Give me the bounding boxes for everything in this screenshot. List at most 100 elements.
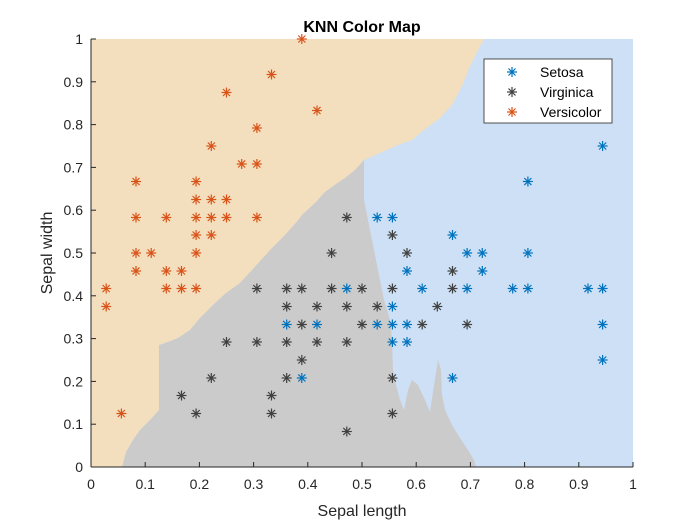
legend-label: Versicolor [540, 104, 602, 120]
point-setosa [462, 283, 473, 294]
legend-marker [507, 87, 517, 97]
point-setosa [387, 337, 398, 347]
point-setosa [372, 212, 383, 223]
point-virginica [326, 283, 337, 294]
point-versicolor [206, 230, 217, 240]
point-setosa [507, 283, 518, 294]
legend-entries: Setosa Virginica Versicolor [507, 64, 602, 120]
legend-entry-virginica: Virginica [507, 84, 594, 100]
point-virginica [387, 283, 398, 294]
point-virginica [447, 266, 458, 276]
point-virginica [281, 301, 292, 312]
point-setosa [387, 301, 398, 312]
point-virginica [191, 408, 202, 419]
point-versicolor [206, 212, 217, 223]
point-virginica [387, 408, 398, 419]
y-tick-label: 0.8 [64, 117, 84, 133]
point-virginica [266, 390, 277, 401]
point-setosa [522, 176, 533, 187]
point-versicolor [116, 408, 127, 419]
point-versicolor [191, 230, 202, 240]
point-virginica [296, 319, 307, 330]
point-virginica [296, 355, 307, 365]
point-virginica [417, 319, 428, 330]
point-virginica [387, 373, 398, 383]
point-setosa [597, 319, 608, 330]
point-versicolor [131, 248, 141, 258]
point-virginica [341, 212, 352, 223]
x-tick-label: 0.3 [244, 476, 264, 492]
x-tick-label: 0.8 [515, 476, 535, 492]
point-virginica [281, 337, 292, 347]
point-virginica [281, 283, 292, 294]
point-versicolor [146, 248, 157, 258]
point-versicolor [221, 194, 232, 205]
y-tick-label: 0.5 [64, 245, 84, 261]
y-tick-label: 0.4 [64, 288, 84, 304]
legend-entry-setosa: Setosa [507, 64, 584, 80]
point-virginica [326, 248, 337, 258]
point-versicolor [131, 176, 141, 187]
point-versicolor [191, 212, 202, 223]
point-versicolor [206, 194, 217, 205]
axes: 0 0.1 0.2 0.3 0.4 0.5 0.6 0.7 0.8 0.9 1 0 0.1 0.2 0.3… [64, 31, 638, 492]
point-virginica [281, 373, 292, 383]
point-versicolor [131, 266, 141, 276]
point-virginica [251, 283, 262, 294]
legend-label: Virginica [540, 84, 594, 100]
point-setosa [597, 355, 608, 365]
x-tick-label: 0.5 [352, 476, 372, 492]
x-tick-label: 0.7 [461, 476, 481, 492]
legend-entry-versicolor: Versicolor [507, 104, 602, 120]
point-versicolor [176, 266, 187, 276]
point-virginica [432, 301, 443, 312]
point-versicolor [221, 212, 232, 223]
point-virginica [462, 319, 473, 330]
point-virginica [251, 337, 262, 347]
point-setosa [402, 266, 412, 276]
point-setosa [597, 283, 608, 294]
point-virginica [357, 283, 367, 294]
legend-label: Setosa [540, 64, 584, 80]
point-setosa [402, 319, 412, 330]
point-setosa [312, 319, 322, 330]
x-tick-label: 0.1 [135, 476, 155, 492]
region-virginica [122, 160, 476, 467]
point-versicolor [296, 34, 307, 44]
y-tick-label: 0.3 [64, 331, 84, 347]
point-setosa [447, 230, 458, 240]
point-setosa [477, 248, 488, 258]
x-tick-label: 0.6 [406, 476, 426, 492]
point-setosa [281, 319, 292, 330]
point-versicolor [161, 212, 172, 223]
point-versicolor [251, 123, 262, 133]
point-setosa [522, 283, 533, 294]
scatter-points [101, 34, 608, 437]
x-axis-title: Sepal length [318, 503, 407, 520]
point-setosa [387, 212, 398, 223]
point-setosa [387, 319, 398, 330]
x-ticks: 0 0.1 0.2 0.3 0.4 0.5 0.6 0.7 0.8 0.9 1 [87, 462, 637, 492]
chart-title: KNN Color Map [303, 19, 421, 36]
point-virginica [312, 337, 322, 347]
point-setosa [447, 373, 458, 383]
x-tick-label: 1 [629, 476, 637, 492]
point-versicolor [131, 212, 141, 223]
y-tick-label: 0.9 [64, 74, 84, 90]
point-versicolor [236, 159, 247, 169]
point-virginica [266, 408, 277, 419]
point-versicolor [266, 69, 277, 80]
legend-marker [507, 67, 517, 77]
point-setosa [372, 319, 383, 330]
point-versicolor [191, 194, 202, 205]
point-virginica [372, 301, 383, 312]
y-tick-label: 0.2 [64, 373, 84, 389]
legend-marker [507, 107, 517, 117]
point-virginica [206, 373, 217, 383]
x-tick-label: 0.9 [569, 476, 589, 492]
point-setosa [341, 283, 352, 294]
point-setosa [597, 141, 608, 151]
point-versicolor [206, 141, 217, 151]
point-setosa [402, 337, 412, 347]
point-versicolor [251, 212, 262, 223]
